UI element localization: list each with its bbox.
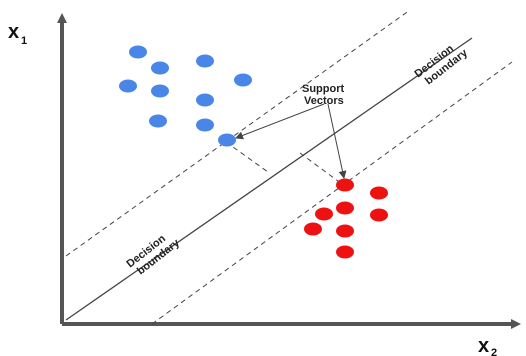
class-a-point	[119, 79, 137, 93]
data-points	[119, 45, 388, 259]
decision-boundary-line	[65, 37, 473, 321]
class-a-point	[196, 118, 214, 132]
support-vector-point-a	[218, 133, 236, 147]
class-b-point	[315, 207, 333, 221]
y-axis-subscript: 1	[21, 35, 27, 47]
upper-margin-line	[65, 9, 411, 257]
x-axis-label: x	[478, 335, 489, 356]
support-vector-arrow-a	[235, 103, 325, 140]
class-a-point	[234, 73, 252, 87]
class-a-point	[196, 93, 214, 107]
support-vectors-label-line2: Vectors	[304, 95, 344, 107]
lower-margin-line	[151, 61, 513, 325]
y-axis-label: x	[8, 21, 19, 43]
class-b-point	[336, 201, 354, 215]
class-a-point	[129, 45, 147, 59]
support-vector-point-b	[336, 178, 354, 192]
class-b-point	[370, 186, 388, 200]
support-vectors-label-line1: Support	[302, 83, 344, 95]
x-axis-subscript: 2	[491, 347, 497, 356]
class-a-point	[196, 54, 214, 68]
margin-distance-line-a	[225, 141, 269, 173]
class-b-point	[370, 208, 388, 222]
support-vector-arrow-b	[327, 103, 347, 179]
class-a-point	[151, 61, 169, 75]
class-b-point	[336, 245, 354, 259]
class-b-point	[336, 224, 354, 238]
class-b-point	[304, 222, 322, 236]
class-a-point	[149, 114, 167, 128]
class-a-point	[151, 84, 169, 98]
margin-distance-line-b	[299, 152, 343, 185]
